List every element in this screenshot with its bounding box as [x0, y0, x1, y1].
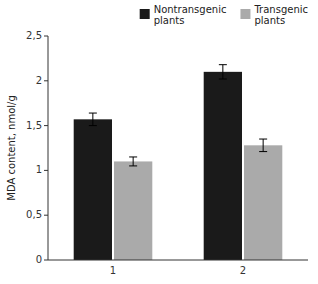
legend-label-line: Nontransgenic: [154, 4, 227, 15]
chart-container: 00,511,522,5MDA content, nmol/g12Nontran…: [0, 0, 318, 284]
error-bar: [89, 113, 97, 126]
legend-label-line: plants: [154, 15, 185, 26]
x-axis-line: [48, 260, 308, 261]
y-tick-label: 1: [36, 164, 42, 175]
legend-label-line: Transgenic: [253, 4, 308, 15]
bar: [204, 72, 242, 260]
error-line: [263, 139, 264, 152]
error-cap: [129, 165, 137, 166]
error-cap: [259, 151, 267, 152]
error-line: [222, 65, 223, 79]
x-axis: 12: [48, 260, 308, 276]
error-cap: [129, 156, 137, 157]
error-cap: [219, 79, 227, 80]
legend-label: Nontransgenicplants: [154, 4, 227, 26]
error-line: [133, 157, 134, 166]
legend-swatch: [240, 9, 250, 19]
y-tick: [44, 36, 48, 37]
y-axis-line: [48, 36, 49, 260]
chart-svg: 00,511,522,5MDA content, nmol/g12Nontran…: [0, 0, 318, 284]
y-tick-label: 1,5: [26, 120, 42, 131]
y-tick: [44, 125, 48, 126]
y-axis-label: MDA content, nmol/g: [6, 95, 17, 201]
y-tick: [44, 170, 48, 171]
y-tick: [44, 260, 48, 261]
error-cap: [219, 64, 227, 65]
legend-swatch: [140, 9, 150, 19]
legend-entry: Nontransgenicplants: [140, 4, 227, 26]
error-line: [92, 113, 93, 126]
x-tick-label: 2: [240, 265, 246, 276]
error-cap: [89, 113, 97, 114]
error-cap: [259, 139, 267, 140]
bars: [74, 65, 283, 260]
bar: [244, 145, 282, 260]
legend: NontransgenicplantsTransgenicplants: [140, 4, 308, 26]
error-bar: [219, 65, 227, 79]
error-bar: [129, 157, 137, 166]
y-tick-label: 2,5: [26, 30, 42, 41]
y-tick: [44, 80, 48, 81]
y-tick: [44, 215, 48, 216]
y-tick-label: 0: [36, 254, 42, 265]
y-axis: 0 0,5 1 1,5 2 2,5: [26, 30, 48, 265]
bar: [114, 161, 152, 260]
y-tick-label: 0,5: [26, 209, 42, 220]
legend-label-line: plants: [254, 15, 285, 26]
legend-label: Transgenicplants: [253, 4, 308, 26]
bar: [74, 119, 112, 260]
legend-entry: Transgenicplants: [240, 4, 308, 26]
x-tick-label: 1: [110, 265, 116, 276]
error-cap: [89, 125, 97, 126]
y-tick-label: 2: [36, 75, 42, 86]
error-bar: [259, 139, 267, 152]
